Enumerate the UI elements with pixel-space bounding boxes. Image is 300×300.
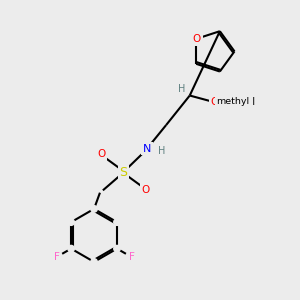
Text: F: F	[129, 252, 134, 262]
Circle shape	[68, 219, 74, 225]
Text: O: O	[142, 185, 150, 195]
Text: F: F	[129, 252, 134, 262]
Circle shape	[68, 245, 74, 252]
Text: methyl: methyl	[219, 97, 253, 107]
Text: N: N	[143, 143, 151, 154]
Circle shape	[114, 219, 120, 225]
Text: methyl: methyl	[221, 97, 255, 107]
Text: S: S	[119, 166, 128, 178]
Text: O: O	[211, 97, 219, 107]
Text: F: F	[54, 252, 59, 262]
Text: H: H	[178, 84, 185, 94]
Text: O: O	[142, 185, 150, 195]
Text: methyl: methyl	[217, 97, 251, 107]
Text: H: H	[158, 146, 165, 156]
Text: S: S	[119, 166, 128, 178]
Text: O: O	[194, 32, 202, 42]
Text: F: F	[54, 252, 59, 262]
Text: O: O	[192, 34, 200, 44]
Circle shape	[114, 245, 120, 252]
Text: O: O	[211, 97, 219, 107]
Text: H: H	[178, 84, 185, 94]
Text: methyl: methyl	[217, 97, 250, 106]
Text: N: N	[143, 143, 151, 154]
Text: H: H	[178, 84, 185, 94]
Text: O: O	[97, 149, 106, 159]
Text: O: O	[97, 149, 106, 159]
Circle shape	[91, 259, 97, 265]
Text: H: H	[158, 146, 166, 156]
Circle shape	[91, 206, 97, 212]
